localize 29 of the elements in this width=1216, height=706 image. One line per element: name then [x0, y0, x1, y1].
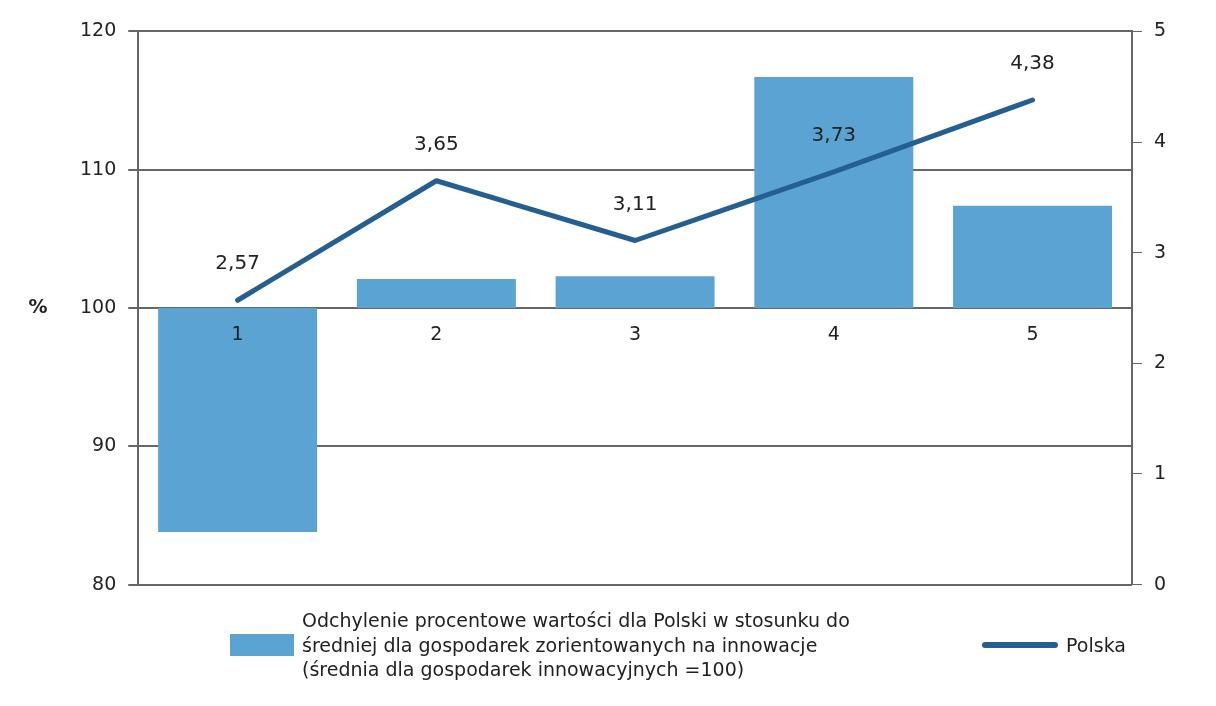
- y-tick-label: 120: [80, 18, 117, 41]
- y-tick-label: 110: [80, 156, 117, 179]
- bar: [356, 278, 516, 308]
- y2-tick-label: 2: [1153, 350, 1167, 373]
- y-tick-label: 100: [80, 294, 117, 317]
- y2-tick-label: 0: [1153, 571, 1167, 594]
- x-tick-label: 4: [827, 322, 840, 345]
- y-axis-title: %: [28, 294, 48, 317]
- data-label: 3,11: [612, 190, 658, 215]
- x-tick-label: 2: [430, 322, 443, 345]
- data-label: 3,73: [811, 122, 857, 147]
- legend-label: Polska: [1066, 632, 1126, 658]
- bar: [953, 205, 1113, 308]
- data-label: 2,57: [215, 250, 260, 275]
- y2-tick-label: 3: [1153, 239, 1167, 262]
- x-tick-label: 5: [1026, 322, 1039, 345]
- y2-tick-label: 1: [1153, 460, 1167, 483]
- x-tick-label: 1: [231, 322, 244, 345]
- bar: [555, 276, 715, 308]
- y2-tick-label: 5: [1153, 18, 1167, 41]
- y-tick-label: 80: [92, 571, 117, 594]
- bar: [158, 308, 318, 533]
- x-tick-label: 3: [629, 322, 642, 345]
- bar: [754, 77, 914, 308]
- y2-tick-label: 4: [1153, 128, 1167, 151]
- y-tick-label: 90: [92, 433, 117, 456]
- data-label: 3,65: [414, 130, 459, 155]
- data-label: 4,38: [1010, 50, 1055, 75]
- legend-label: Odchylenie procentowe wartości dla Polski w stosunku do średniej dla gospodarek zorientowanych na innowacje (średnia dla gospodarek innowacyjnych =100): [302, 608, 851, 683]
